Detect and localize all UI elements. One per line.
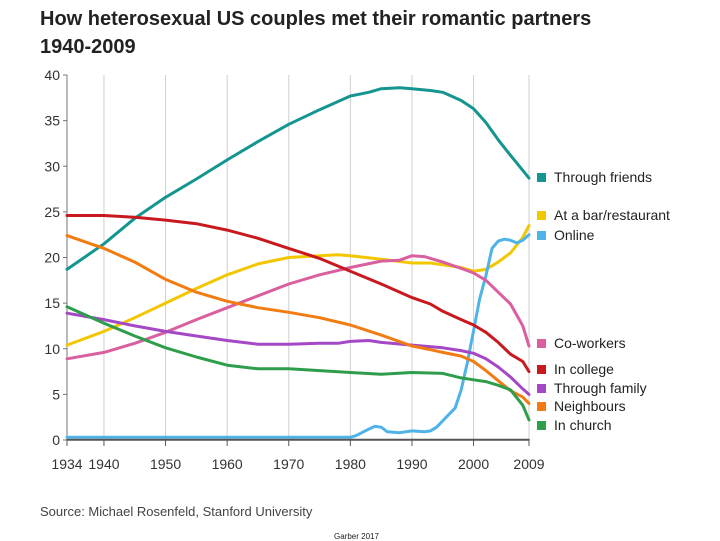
legend-label-in-church: In church (554, 417, 612, 433)
x-tick-label: 1934 (51, 456, 82, 472)
y-tick-label: 0 (52, 432, 60, 448)
line-chart: 1934 1940 1950 1960 1970 1980 1990 2000 2009 0 5 10… (44, 67, 670, 472)
x-tick-label: 2009 (513, 456, 544, 472)
series-line-in-college (65, 214, 531, 374)
legend-label-at-a-bar-restaurant: At a bar/restaurant (554, 207, 670, 223)
legend-swatch-online (537, 231, 546, 240)
x-tick-label: 1960 (212, 456, 243, 472)
legend-swatch-neighbours (537, 402, 546, 411)
chart-subtitle: 1940-2009 (40, 36, 136, 58)
x-tick-label: 2000 (458, 456, 489, 472)
y-tick-label: 40 (44, 67, 60, 83)
x-tick-label: 1940 (88, 456, 119, 472)
legend-label-through-friends: Through friends (554, 169, 652, 185)
x-tick-label: 1950 (150, 456, 181, 472)
footer-credit: Garber 2017 (334, 532, 379, 541)
legend-label-in-college: In college (554, 361, 614, 377)
series-line-through-friends (65, 86, 531, 271)
legend-swatch-through-family (537, 384, 546, 393)
x-tick-label: 1980 (335, 456, 366, 472)
legend-label-online: Online (554, 227, 595, 243)
legend-swatch-in-church (537, 421, 546, 430)
y-tick-label: 20 (44, 250, 60, 266)
series-line-in-church (65, 305, 531, 422)
y-tick-label: 30 (44, 158, 60, 174)
legend-swatch-through-friends (537, 173, 546, 182)
y-tick-label: 10 (44, 341, 60, 357)
series-line-through-family (65, 311, 531, 396)
legend-label-co-workers: Co-workers (554, 335, 626, 351)
series-line-online (65, 233, 531, 439)
series-line-neighbours (65, 234, 531, 405)
legend-swatch-in-college (537, 365, 546, 374)
legend-label-through-family: Through family (554, 380, 647, 396)
chart-title: How heterosexual US couples met their ro… (40, 8, 592, 30)
source-note: Source: Michael Rosenfeld, Stanford Univ… (40, 504, 313, 519)
x-tick-label: 1970 (273, 456, 304, 472)
legend-swatch-co-workers (537, 339, 546, 348)
series-line-co-workers (65, 254, 531, 361)
y-tick-label: 35 (44, 113, 60, 129)
legend-swatch-at-a-bar-restaurant (537, 211, 546, 220)
y-tick-label: 25 (44, 204, 60, 220)
x-tick-label: 1990 (396, 456, 427, 472)
y-tick-label: 5 (52, 386, 60, 402)
y-tick-label: 15 (44, 295, 60, 311)
series-line-at-a-bar-restaurant (65, 224, 531, 347)
legend-label-neighbours: Neighbours (554, 398, 626, 414)
